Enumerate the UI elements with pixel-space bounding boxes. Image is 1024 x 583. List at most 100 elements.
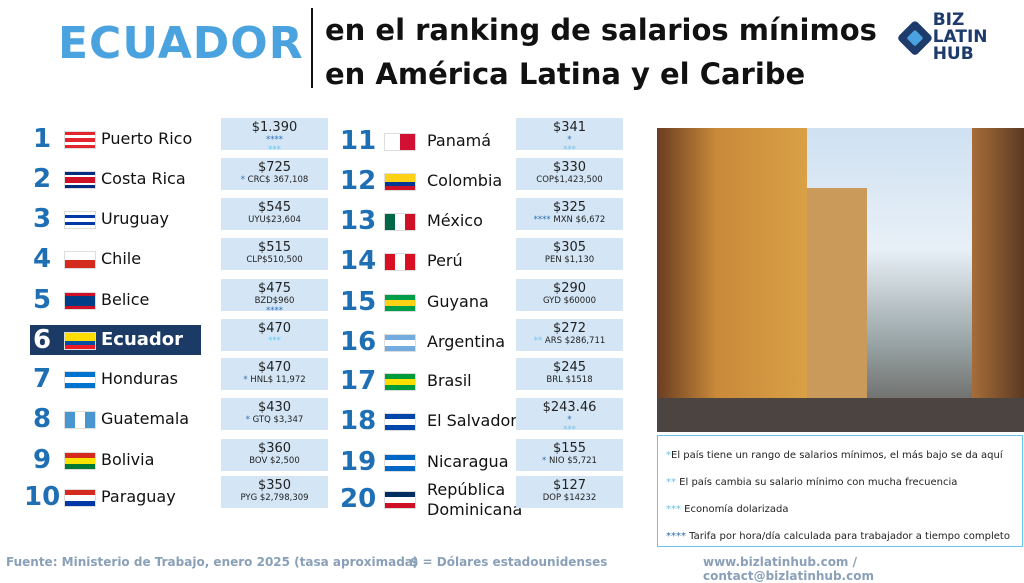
flag-icon [64, 292, 96, 310]
salary-box: $305 PEN $1,130 [516, 238, 623, 270]
ranking-row: 9 Bolivia $360 BOV $2,500 [24, 439, 328, 477]
rank-number: 13 [340, 206, 377, 236]
ranking-row: 11 Panamá $341 * *** [340, 118, 640, 158]
salary-box: $245 BRL $1518 [516, 358, 623, 390]
subtitle-line-2: en América Latina y el Caribe [325, 57, 806, 91]
footnote-marker: *** [268, 145, 281, 155]
usd-amount: $341 [552, 120, 587, 135]
local-currency-amount: ARS $286,711 [544, 336, 606, 346]
country-name: Chile [101, 249, 142, 268]
photo-building-right [972, 128, 1024, 432]
flag-icon [384, 253, 416, 271]
rank-number: 20 [340, 484, 377, 514]
rank-number: 1 [32, 124, 52, 154]
usd-amount: $350 [257, 478, 292, 493]
salary-box: $725 * CRC$ 367,108 [221, 158, 328, 190]
local-currency-amount: GTQ $3,347 [252, 415, 304, 425]
bizlatinhub-logo: BIZ LATIN HUB [896, 12, 1024, 63]
salary-box: $330 COP$1,423,500 [516, 158, 623, 190]
footnote-marker: *** [563, 425, 576, 435]
usd-amount: $475 [257, 281, 292, 296]
country-name: Guatemala [101, 409, 190, 428]
local-currency-amount: MXN $6,672 [553, 215, 606, 225]
rank-number: 2 [32, 164, 52, 194]
country-name: Costa Rica [101, 169, 186, 188]
usd-amount: $430 [257, 400, 292, 415]
ranking-row: 5 Belice $475 BZD$960 **** [24, 279, 328, 317]
salary-box: $430 * GTQ $3,347 [221, 398, 328, 430]
local-currency-amount: GYD $60000 [542, 296, 597, 306]
country-name: Paraguay [101, 487, 176, 506]
footnote-marker: * [567, 415, 572, 425]
local-currency-amount: CRC$ 367,108 [247, 175, 309, 185]
salary-box: $290 GYD $60000 [516, 279, 623, 311]
ranking-row: 14 Perú $305 PEN $1,130 [340, 238, 640, 278]
salary-box: $545 UYU$23,604 [221, 198, 328, 230]
flag-icon [64, 211, 96, 229]
salary-box: $350 PYG $2,798,309 [221, 476, 328, 508]
flag-icon [384, 173, 416, 191]
country-name: Colombia [427, 171, 503, 190]
ranking-row: 8 Guatemala $430 * GTQ $3,347 [24, 398, 328, 436]
legend-item: ** El país cambia su salario mínimo con … [666, 477, 958, 488]
usd-amount: $305 [552, 240, 587, 255]
rank-number: 6 [32, 325, 52, 355]
local-currency-amount: COP$1,423,500 [536, 175, 603, 185]
ranking-row: 12 Colombia $330 COP$1,423,500 [340, 158, 640, 198]
legend-item: *** Economía dolarizada [666, 504, 789, 515]
country-name: Belice [101, 290, 150, 309]
footnote-marker: **** [533, 215, 551, 225]
rank-number: 11 [340, 126, 377, 156]
usd-amount: $725 [257, 160, 292, 175]
country-name: Brasil [427, 371, 472, 390]
rank-number: 15 [340, 287, 377, 317]
local-currency-amount: BOV $2,500 [249, 456, 300, 466]
photo-building-mid [807, 188, 867, 432]
subtitle-line-1: en el ranking de salarios mínimos [325, 13, 877, 47]
salary-box: $515 CLP$510,500 [221, 238, 328, 270]
ranking-row: 4 Chile $515 CLP$510,500 [24, 238, 328, 276]
usd-amount: $272 [552, 321, 587, 336]
flag-icon [384, 334, 416, 352]
local-currency-amount: UYU$23,604 [248, 215, 301, 225]
flag-icon [384, 373, 416, 391]
footnote-marker: * [542, 456, 547, 466]
rank-number: 3 [32, 204, 52, 234]
rank-number: 8 [32, 404, 52, 434]
usd-amount: $127 [552, 478, 587, 493]
photo-street [657, 398, 1024, 432]
title-divider [311, 8, 313, 88]
country-name: Bolivia [101, 450, 155, 469]
country-name: Ecuador [101, 329, 184, 350]
footer-contact[interactable]: www.bizlatinhub.com / contact@bizlatinhu… [703, 555, 874, 583]
footnote-marker: *** [563, 145, 576, 155]
salary-box: $127 DOP $14232 [516, 476, 623, 508]
flag-icon [384, 294, 416, 312]
local-currency-amount: NIO $5,721 [548, 456, 597, 466]
footnote-marker: **** [266, 135, 283, 145]
salary-box: $1.390 **** *** [221, 118, 328, 155]
rank-number: 10 [24, 482, 61, 512]
legend-box: *El país tiene un rango de salarios míni… [657, 435, 1023, 547]
usd-amount: $470 [257, 321, 292, 336]
usd-amount: $515 [257, 240, 292, 255]
rank-number: 19 [340, 447, 377, 477]
flag-icon [64, 171, 96, 189]
usd-amount: $155 [552, 441, 587, 456]
footnote-marker: *** [268, 336, 281, 346]
salary-box: $360 BOV $2,500 [221, 439, 328, 471]
ranking-row: 7 Honduras $470 * HNL$ 11,972 [24, 358, 328, 396]
ranking-row: 3 Uruguay $545 UYU$23,604 [24, 198, 328, 236]
ranking-row: 6 Ecuador $470 *** [24, 319, 328, 357]
rank-number: 7 [32, 364, 52, 394]
usd-amount: $245 [552, 360, 587, 375]
usd-amount: $470 [257, 360, 292, 375]
footnote-marker: **** [266, 306, 283, 316]
salary-box: $475 BZD$960 **** [221, 279, 328, 316]
country-name: Uruguay [101, 209, 169, 228]
salary-box: $470 *** [221, 319, 328, 351]
ranking-row: 17 Brasil $245 BRL $1518 [340, 358, 640, 398]
flag-icon [64, 332, 96, 350]
ranking-row: 20 República Dominicana $127 DOP $14232 [340, 476, 640, 519]
local-currency-amount: PYG $2,798,309 [240, 493, 309, 503]
